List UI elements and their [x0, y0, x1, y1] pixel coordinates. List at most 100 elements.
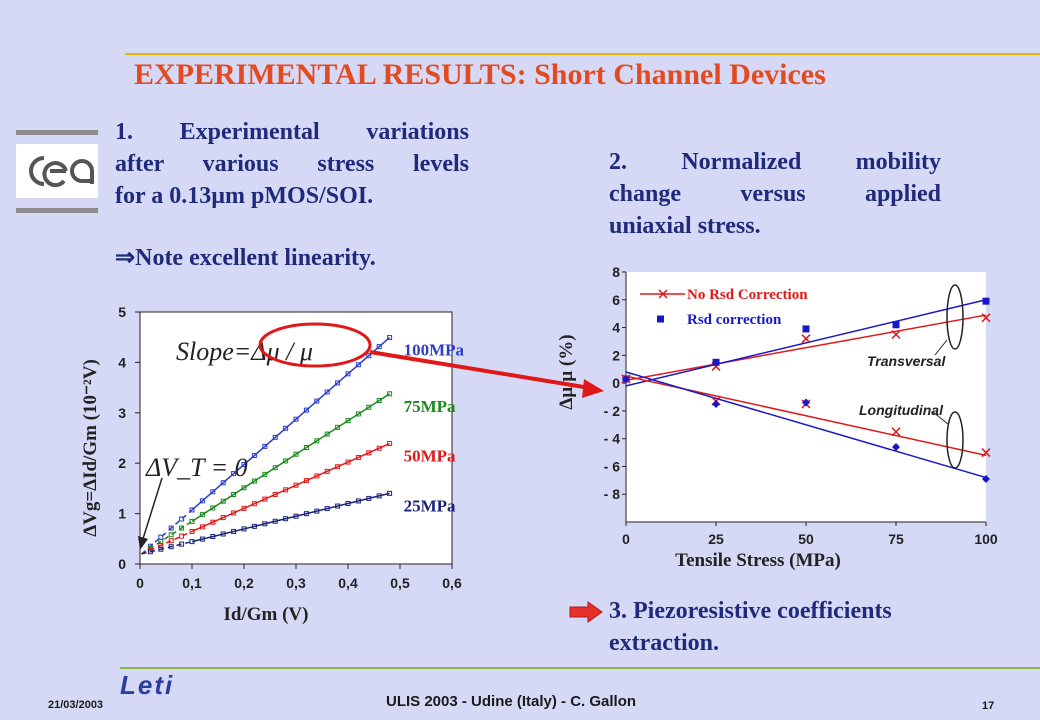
y-tick-label: 5 — [118, 304, 126, 320]
data-point — [272, 434, 278, 440]
data-point — [355, 411, 361, 417]
x-tick-label: 0,4 — [338, 575, 358, 591]
footer-rule — [120, 667, 1040, 669]
data-point — [220, 515, 226, 521]
point-2-line: 2. Normalized mobility — [609, 149, 941, 175]
point-2-line: change versus applied — [609, 181, 941, 207]
data-point — [376, 344, 382, 350]
data-point — [199, 524, 205, 530]
fit-line — [625, 299, 987, 387]
data-point-x-icon — [891, 329, 901, 340]
data-point-x-icon — [981, 313, 991, 323]
data-point — [366, 353, 372, 359]
data-point — [387, 391, 393, 397]
data-point — [241, 505, 247, 511]
data-point — [387, 335, 393, 341]
series-label: 50MPa — [404, 447, 456, 466]
data-point — [210, 534, 216, 540]
data-point — [210, 519, 216, 525]
data-point-diamond-icon — [622, 374, 630, 383]
data-point — [324, 468, 330, 474]
transversal-ellipse — [946, 284, 964, 350]
y-tick-label: 1 — [118, 506, 126, 522]
data-point — [283, 425, 289, 431]
data-point — [199, 498, 205, 504]
data-point-square-icon — [802, 325, 810, 333]
data-point — [387, 441, 393, 447]
data-point — [189, 528, 195, 534]
slope-highlight-ellipse — [258, 322, 372, 368]
group-label: Transversal — [867, 353, 946, 369]
footer-page-number: 17 — [982, 700, 995, 712]
y-tick-label: 4 — [612, 320, 620, 336]
chart-id-gm: 0 0,1 0,2 0,3 0,4 0,5 0,6 0 1 2 3 4 5 Id/Gm (V) ΔVg=ΔI… — [80, 304, 465, 625]
data-point — [251, 452, 257, 458]
footer-conference: ULIS 2003 - Udine (Italy) - C. Gallon — [386, 693, 637, 710]
data-point — [168, 525, 174, 531]
data-point — [179, 541, 185, 547]
data-point-square-icon — [982, 297, 990, 305]
data-point — [158, 546, 164, 552]
data-point — [262, 521, 268, 527]
y-tick-label: - 6 — [604, 458, 621, 474]
data-point-diamond-icon — [892, 443, 900, 451]
point-3: 3. Piezoresistive coefficients extractio… — [609, 595, 979, 659]
group-label: Longitudinal — [859, 402, 944, 418]
data-point — [355, 498, 361, 504]
data-point — [345, 459, 351, 465]
series-label: 75MPa — [404, 397, 456, 416]
data-point — [293, 416, 299, 422]
x-tick-label: 0,6 — [442, 575, 462, 591]
y-tick-label: 0 — [118, 556, 126, 572]
data-point — [293, 482, 299, 488]
data-point — [366, 450, 372, 456]
data-point — [293, 513, 299, 519]
y-tick-label: 2 — [118, 455, 126, 471]
data-point — [168, 532, 174, 538]
data-point-square-icon — [712, 358, 720, 366]
data-point — [199, 536, 205, 542]
data-point — [303, 511, 309, 517]
data-point — [231, 471, 237, 477]
data-point — [199, 512, 205, 518]
data-point — [241, 526, 247, 532]
data-point — [168, 538, 174, 544]
data-point — [262, 443, 268, 449]
data-point — [272, 465, 278, 471]
point-1-line: for a 0.13µm pMOS/SOI. — [115, 183, 374, 209]
data-point-diamond-icon — [802, 398, 810, 407]
data-point — [251, 478, 257, 484]
legend-x-icon — [658, 289, 668, 299]
legend-square-icon — [657, 315, 664, 323]
legend-entry: No Rsd Correction — [687, 287, 808, 303]
data-point — [210, 489, 216, 495]
point-3-line: 3. Piezoresistive coefficients — [609, 598, 892, 624]
slope-annotation: Slope=Δμ / μ — [176, 337, 313, 366]
data-point — [251, 523, 257, 529]
data-point — [314, 473, 320, 479]
x-axis-label: Id/Gm (V) — [224, 604, 309, 625]
longitudinal-ellipse — [946, 411, 964, 469]
y-tick-label: - 8 — [604, 486, 621, 502]
data-point — [241, 485, 247, 491]
data-point-x-icon — [891, 427, 901, 437]
fit-line — [625, 371, 987, 479]
data-point — [387, 490, 393, 496]
data-point — [376, 493, 382, 499]
x-tick-label: 100 — [974, 531, 998, 547]
point-3-line: extraction. — [609, 630, 719, 656]
data-point — [324, 431, 330, 437]
x-tick-label: 0,3 — [286, 575, 306, 591]
data-point — [168, 544, 174, 550]
data-point — [272, 518, 278, 524]
data-point — [335, 503, 341, 509]
data-point — [293, 451, 299, 457]
data-point — [303, 407, 309, 413]
link-arrow-head-icon — [582, 379, 604, 398]
chart-mobility: 8 6 4 2 0 - 2 - 4 - 6 - 8 0 25 50 75 100 Tensile Stres… — [556, 264, 998, 571]
x-axis-label: Tensile Stress (MPa) — [675, 550, 841, 571]
x-tick-label: 50 — [798, 531, 814, 547]
y-tick-label: 2 — [612, 347, 620, 363]
vt-arrow-head-icon — [138, 536, 148, 550]
